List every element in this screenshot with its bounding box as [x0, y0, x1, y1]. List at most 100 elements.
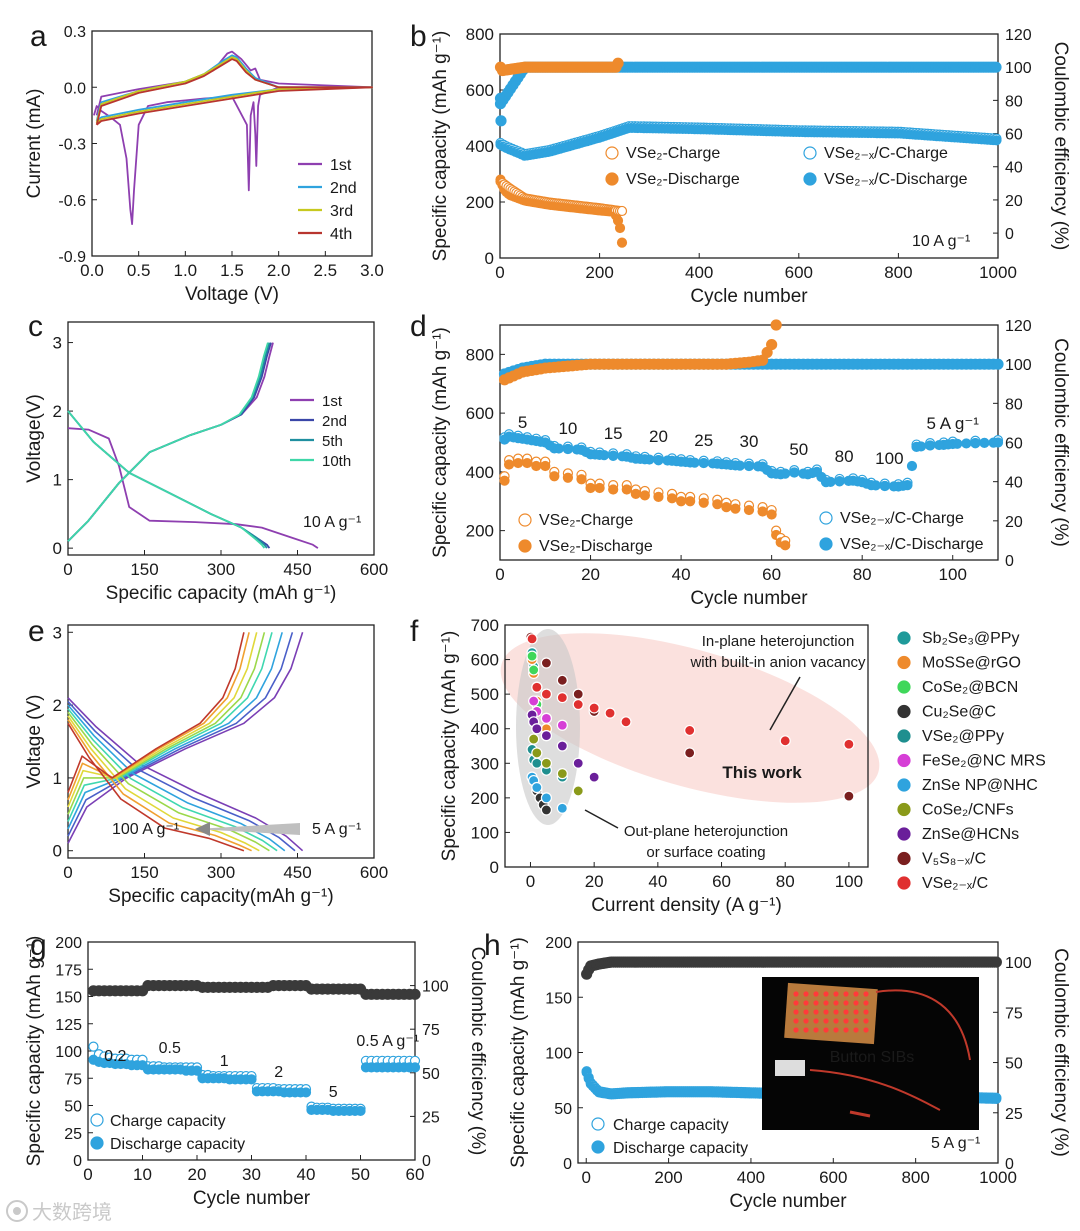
x-tick-label: 200 — [585, 263, 613, 282]
data-point — [528, 664, 540, 676]
y-tick-label: 0 — [73, 1153, 82, 1170]
data-point — [526, 633, 538, 645]
discharge-point — [522, 457, 533, 469]
x-tick-label: 0 — [63, 863, 72, 882]
legend-label: ZnSe NP@NHC — [922, 777, 1038, 794]
discharge-point — [499, 434, 510, 445]
y-axis-label: Specific capacity (mAh g⁻¹) — [24, 936, 45, 1167]
legend-marker — [897, 729, 911, 743]
gcd-curve — [67, 427, 319, 549]
y-tick-label: 200 — [55, 935, 82, 952]
led-icon — [833, 1000, 839, 1006]
data-point — [556, 768, 568, 780]
legend-label: V₅S₈₋ₓ/C — [922, 851, 986, 868]
discharge-point — [712, 499, 723, 510]
y2-axis-label: Coulombic efficiency (%) — [1050, 42, 1071, 251]
data-point — [526, 650, 538, 662]
legend-label: VSe₂-Discharge — [626, 171, 740, 188]
data-point — [540, 804, 552, 816]
y-axis-label: Specific capacity (mAh g⁻¹) — [430, 31, 451, 262]
gcd-curve — [67, 410, 268, 549]
discharge-curve — [67, 697, 304, 852]
discharge-point — [409, 1062, 421, 1073]
discharge-point — [517, 433, 528, 444]
discharge-point — [725, 459, 736, 471]
discharge-point — [988, 437, 999, 448]
discharge-point — [934, 439, 945, 451]
x-tick-label: 150 — [130, 863, 158, 882]
y2-tick-label: 0 — [422, 1153, 431, 1170]
discharge-point — [698, 457, 709, 469]
discharge-point — [752, 461, 764, 472]
legend-marker — [591, 1117, 605, 1131]
y2-tick-label: 75 — [422, 1022, 440, 1039]
led-icon — [853, 1009, 859, 1015]
discharge-point — [961, 438, 972, 449]
led-icon — [823, 1000, 829, 1006]
data-point — [572, 698, 584, 711]
x-tick-label: 300 — [207, 560, 235, 579]
y-axis-label: Voltage (V) — [24, 695, 45, 789]
legend-label: Cu₂Se@C — [922, 704, 996, 721]
discharge-point — [888, 481, 899, 492]
y2-axis-label: Coulombic efficiency (%) — [1050, 338, 1071, 547]
y-tick-label: 700 — [471, 616, 499, 635]
data-point — [540, 657, 552, 669]
gcd-curve — [67, 342, 269, 542]
wire — [875, 989, 971, 1061]
led-icon — [803, 991, 809, 997]
rate-label: 50 — [789, 440, 808, 459]
data-point — [531, 681, 543, 693]
legend-label: VSe₂₋ₓ/C-Charge — [824, 145, 948, 162]
annotation-text: In-plane heterojunction — [702, 633, 855, 650]
data-point — [684, 747, 696, 759]
x-axis-label: Cycle number — [690, 286, 808, 307]
y-tick-label: 400 — [466, 463, 494, 482]
data-point — [843, 790, 855, 802]
discharge-point — [671, 456, 682, 467]
data-point — [684, 724, 696, 737]
discharge-curve — [67, 704, 286, 852]
button-cell-icon — [775, 1060, 805, 1076]
legend-marker — [803, 172, 817, 186]
discharge-point — [689, 457, 700, 468]
discharge-point — [614, 222, 626, 234]
panel-label: h — [484, 929, 501, 962]
discharge-point — [952, 438, 963, 449]
legend-marker — [897, 802, 911, 817]
x-tick-label: 150 — [130, 560, 158, 579]
data-point — [531, 747, 543, 759]
discharge-point — [608, 450, 619, 461]
x-tick-label: 450 — [283, 560, 311, 579]
rate-label: 0.2 — [104, 1048, 126, 1065]
legend-label: VSe₂-Discharge — [539, 538, 653, 555]
discharge-point — [861, 478, 872, 489]
discharge-point — [897, 480, 909, 491]
rate-annotation: 10 A g⁻¹ — [912, 233, 970, 250]
annotation-text: or surface coating — [646, 844, 765, 861]
y-tick-label: 125 — [55, 1017, 82, 1034]
led-icon — [803, 1000, 809, 1006]
led-icon — [833, 1009, 839, 1015]
legend-marker — [90, 1136, 104, 1150]
legend-label: VSe₂₋ₓ/C — [922, 875, 988, 892]
discharge-point — [780, 468, 791, 479]
charge-point — [616, 205, 628, 217]
rate-label: 100 — [875, 449, 903, 468]
discharge-curve — [67, 719, 252, 852]
panel-a: a 0.0 0.5 1.0 1.5 2.0 2.5 3.0 Voltage (V) -0.9 -0.… — [24, 20, 384, 305]
x-tick-label: 800 — [884, 263, 912, 282]
watermark-logo-icon — [6, 1199, 28, 1222]
x-tick-label: 0 — [63, 560, 72, 579]
charge-curve — [67, 632, 258, 808]
legend-marker — [803, 146, 817, 160]
discharge-point — [639, 490, 650, 501]
data-point — [843, 738, 855, 750]
y2-tick-label: 80 — [1005, 93, 1023, 110]
x-axis-label: Voltage (V) — [185, 284, 279, 305]
discharge-point — [852, 476, 863, 487]
rate-label: 5 — [329, 1084, 338, 1101]
discharge-point — [979, 437, 990, 448]
discharge-point — [879, 480, 890, 492]
